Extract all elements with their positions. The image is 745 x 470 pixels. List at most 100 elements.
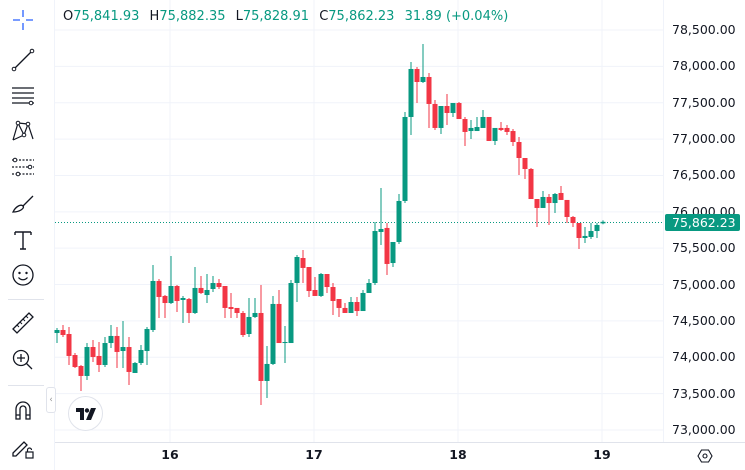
- candle-up[interactable]: [582, 227, 588, 244]
- fib-retracement-icon[interactable]: [8, 81, 38, 111]
- candle-up[interactable]: [492, 127, 498, 145]
- candle-up[interactable]: [420, 43, 426, 84]
- candle-up[interactable]: [390, 242, 396, 268]
- candle-down[interactable]: [186, 298, 192, 324]
- candle-up[interactable]: [210, 275, 216, 292]
- candle-down[interactable]: [510, 128, 516, 146]
- candle-up[interactable]: [84, 343, 90, 380]
- candle-up[interactable]: [132, 362, 138, 373]
- magnet-icon[interactable]: [8, 395, 38, 425]
- candle-down[interactable]: [570, 215, 576, 228]
- candle-up[interactable]: [192, 267, 198, 314]
- candle-down[interactable]: [516, 136, 522, 176]
- candle-down[interactable]: [426, 72, 432, 128]
- candle-down[interactable]: [198, 275, 204, 294]
- candle-down[interactable]: [522, 158, 528, 180]
- candle-down[interactable]: [462, 116, 468, 146]
- candle-down[interactable]: [306, 267, 312, 297]
- candle-down[interactable]: [72, 352, 78, 368]
- candle-down[interactable]: [174, 284, 180, 312]
- candle-down[interactable]: [354, 296, 360, 316]
- candle-down[interactable]: [78, 364, 84, 392]
- candle-up[interactable]: [468, 119, 474, 140]
- candle-down[interactable]: [240, 311, 246, 337]
- candle-down[interactable]: [456, 102, 462, 120]
- candle-down[interactable]: [576, 223, 582, 249]
- collapse-toolbar-button[interactable]: ‹: [46, 387, 56, 413]
- candle-up[interactable]: [366, 279, 372, 293]
- candle-down[interactable]: [546, 194, 552, 225]
- candle-down[interactable]: [258, 284, 264, 405]
- candle-up[interactable]: [150, 264, 156, 332]
- candle-down[interactable]: [222, 286, 228, 318]
- candle-down[interactable]: [330, 283, 336, 316]
- candle-up[interactable]: [438, 106, 444, 134]
- candle-up[interactable]: [270, 295, 276, 365]
- candle-down[interactable]: [96, 342, 102, 372]
- candle-down[interactable]: [414, 67, 420, 104]
- candle-up[interactable]: [108, 324, 114, 348]
- candle-up[interactable]: [102, 336, 108, 368]
- candle-up[interactable]: [474, 116, 480, 132]
- candle-down[interactable]: [312, 276, 318, 296]
- candle-down[interactable]: [300, 250, 306, 284]
- candle-up[interactable]: [396, 194, 402, 244]
- candle-down[interactable]: [156, 279, 162, 318]
- candle-down[interactable]: [60, 324, 66, 337]
- ruler-icon[interactable]: [8, 308, 38, 338]
- candle-up[interactable]: [588, 223, 594, 240]
- candle-down[interactable]: [534, 199, 540, 228]
- candle-up[interactable]: [204, 274, 210, 304]
- candle-down[interactable]: [486, 116, 492, 141]
- candle-down[interactable]: [126, 336, 132, 385]
- candle-down[interactable]: [234, 307, 240, 318]
- candle-up[interactable]: [402, 111, 408, 204]
- candle-up[interactable]: [372, 222, 378, 285]
- emoji-icon[interactable]: [8, 260, 38, 290]
- candle-down[interactable]: [384, 223, 390, 276]
- candle-down[interactable]: [504, 124, 510, 136]
- zoom-in-icon[interactable]: [8, 345, 38, 375]
- candle-up[interactable]: [180, 295, 186, 324]
- candle-down[interactable]: [432, 99, 438, 130]
- crosshair-icon[interactable]: [8, 5, 38, 35]
- candle-up[interactable]: [264, 346, 270, 398]
- candle-down[interactable]: [324, 274, 330, 293]
- candle-up[interactable]: [288, 279, 294, 344]
- candle-up[interactable]: [120, 320, 126, 368]
- candle-down[interactable]: [114, 327, 120, 368]
- candle-down[interactable]: [162, 295, 168, 318]
- candle-up[interactable]: [168, 255, 174, 304]
- prediction-icon[interactable]: [8, 153, 38, 183]
- candle-up[interactable]: [600, 220, 606, 225]
- candle-up[interactable]: [360, 290, 366, 312]
- candle-up[interactable]: [252, 298, 258, 318]
- settings-gear-icon[interactable]: [697, 448, 713, 464]
- lock-drawings-icon[interactable]: [8, 432, 38, 462]
- candle-up[interactable]: [138, 344, 144, 365]
- candle-up[interactable]: [594, 223, 600, 238]
- candle-up[interactable]: [318, 272, 324, 297]
- candle-down[interactable]: [336, 299, 342, 317]
- candle-down[interactable]: [444, 94, 450, 125]
- candle-up[interactable]: [282, 326, 288, 364]
- candle-down[interactable]: [228, 292, 234, 318]
- pattern-icon[interactable]: [8, 116, 38, 146]
- candle-up[interactable]: [450, 103, 456, 117]
- candle-down[interactable]: [216, 279, 222, 289]
- candle-down[interactable]: [564, 199, 570, 224]
- candle-up[interactable]: [408, 62, 414, 136]
- candle-down[interactable]: [558, 186, 564, 200]
- candle-up[interactable]: [294, 255, 300, 302]
- text-icon[interactable]: [8, 225, 38, 255]
- candle-up[interactable]: [378, 187, 384, 245]
- tradingview-logo[interactable]: [68, 396, 103, 431]
- candle-up[interactable]: [144, 327, 150, 365]
- candle-down[interactable]: [528, 167, 534, 200]
- candle-up[interactable]: [540, 191, 546, 208]
- candle-up[interactable]: [552, 192, 558, 213]
- candle-up[interactable]: [480, 110, 486, 128]
- trend-line-icon[interactable]: [8, 45, 38, 75]
- candle-up[interactable]: [348, 296, 354, 313]
